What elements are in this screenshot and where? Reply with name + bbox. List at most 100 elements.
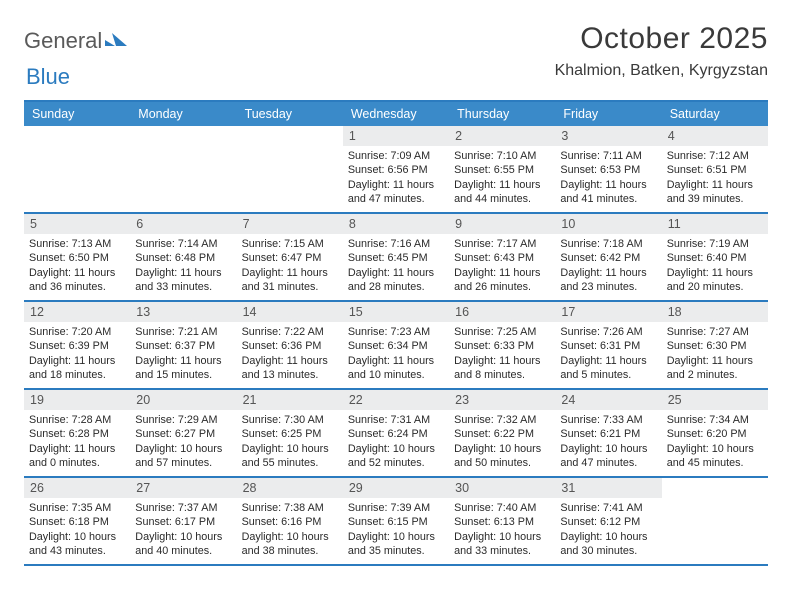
day-number: 7 [237, 214, 343, 234]
day-cell: 30Sunrise: 7:40 AMSunset: 6:13 PMDayligh… [449, 478, 555, 564]
dayname: Sunday [24, 102, 130, 126]
dayname: Friday [555, 102, 661, 126]
day-number: 15 [343, 302, 449, 322]
empty-cell [24, 126, 130, 212]
day-cell: 31Sunrise: 7:41 AMSunset: 6:12 PMDayligh… [555, 478, 661, 564]
calendar: SundayMondayTuesdayWednesdayThursdayFrid… [24, 100, 768, 566]
day-cell: 23Sunrise: 7:32 AMSunset: 6:22 PMDayligh… [449, 390, 555, 476]
day-data: Sunrise: 7:20 AMSunset: 6:39 PMDaylight:… [24, 322, 130, 386]
day-cell: 12Sunrise: 7:20 AMSunset: 6:39 PMDayligh… [24, 302, 130, 388]
day-number: 6 [130, 214, 236, 234]
day-data: Sunrise: 7:18 AMSunset: 6:42 PMDaylight:… [555, 234, 661, 298]
day-cell: 10Sunrise: 7:18 AMSunset: 6:42 PMDayligh… [555, 214, 661, 300]
day-data: Sunrise: 7:28 AMSunset: 6:28 PMDaylight:… [24, 410, 130, 474]
day-data: Sunrise: 7:25 AMSunset: 6:33 PMDaylight:… [449, 322, 555, 386]
day-number: 22 [343, 390, 449, 410]
day-data: Sunrise: 7:33 AMSunset: 6:21 PMDaylight:… [555, 410, 661, 474]
day-data: Sunrise: 7:16 AMSunset: 6:45 PMDaylight:… [343, 234, 449, 298]
day-data: Sunrise: 7:35 AMSunset: 6:18 PMDaylight:… [24, 498, 130, 562]
day-number: 14 [237, 302, 343, 322]
week-row: 12Sunrise: 7:20 AMSunset: 6:39 PMDayligh… [24, 302, 768, 390]
day-data: Sunrise: 7:40 AMSunset: 6:13 PMDaylight:… [449, 498, 555, 562]
empty-cell [237, 126, 343, 212]
empty-cell [130, 126, 236, 212]
day-cell: 14Sunrise: 7:22 AMSunset: 6:36 PMDayligh… [237, 302, 343, 388]
day-data: Sunrise: 7:34 AMSunset: 6:20 PMDaylight:… [662, 410, 768, 474]
day-number: 17 [555, 302, 661, 322]
day-data: Sunrise: 7:41 AMSunset: 6:12 PMDaylight:… [555, 498, 661, 562]
day-number: 10 [555, 214, 661, 234]
brand-mark-icon [105, 28, 127, 54]
day-number: 26 [24, 478, 130, 498]
day-data: Sunrise: 7:32 AMSunset: 6:22 PMDaylight:… [449, 410, 555, 474]
day-cell: 3Sunrise: 7:11 AMSunset: 6:53 PMDaylight… [555, 126, 661, 212]
brand-word-2: Blue [26, 64, 70, 89]
day-number: 25 [662, 390, 768, 410]
day-cell: 4Sunrise: 7:12 AMSunset: 6:51 PMDaylight… [662, 126, 768, 212]
day-cell: 8Sunrise: 7:16 AMSunset: 6:45 PMDaylight… [343, 214, 449, 300]
day-number: 29 [343, 478, 449, 498]
day-cell: 7Sunrise: 7:15 AMSunset: 6:47 PMDaylight… [237, 214, 343, 300]
day-data: Sunrise: 7:19 AMSunset: 6:40 PMDaylight:… [662, 234, 768, 298]
day-number: 21 [237, 390, 343, 410]
day-data: Sunrise: 7:31 AMSunset: 6:24 PMDaylight:… [343, 410, 449, 474]
day-number: 9 [449, 214, 555, 234]
day-number: 4 [662, 126, 768, 146]
day-data: Sunrise: 7:14 AMSunset: 6:48 PMDaylight:… [130, 234, 236, 298]
day-cell: 27Sunrise: 7:37 AMSunset: 6:17 PMDayligh… [130, 478, 236, 564]
empty-cell [662, 478, 768, 564]
day-cell: 20Sunrise: 7:29 AMSunset: 6:27 PMDayligh… [130, 390, 236, 476]
day-cell: 6Sunrise: 7:14 AMSunset: 6:48 PMDaylight… [130, 214, 236, 300]
day-data: Sunrise: 7:21 AMSunset: 6:37 PMDaylight:… [130, 322, 236, 386]
day-number: 28 [237, 478, 343, 498]
dayname: Wednesday [343, 102, 449, 126]
day-data: Sunrise: 7:11 AMSunset: 6:53 PMDaylight:… [555, 146, 661, 210]
day-data: Sunrise: 7:23 AMSunset: 6:34 PMDaylight:… [343, 322, 449, 386]
day-number: 23 [449, 390, 555, 410]
day-data: Sunrise: 7:30 AMSunset: 6:25 PMDaylight:… [237, 410, 343, 474]
day-number: 31 [555, 478, 661, 498]
location: Khalmion, Batken, Kyrgyzstan [555, 62, 768, 80]
day-number: 13 [130, 302, 236, 322]
dayname-row: SundayMondayTuesdayWednesdayThursdayFrid… [24, 102, 768, 126]
day-cell: 22Sunrise: 7:31 AMSunset: 6:24 PMDayligh… [343, 390, 449, 476]
day-number: 20 [130, 390, 236, 410]
day-cell: 26Sunrise: 7:35 AMSunset: 6:18 PMDayligh… [24, 478, 130, 564]
dayname: Monday [130, 102, 236, 126]
day-data: Sunrise: 7:27 AMSunset: 6:30 PMDaylight:… [662, 322, 768, 386]
day-cell: 2Sunrise: 7:10 AMSunset: 6:55 PMDaylight… [449, 126, 555, 212]
day-cell: 21Sunrise: 7:30 AMSunset: 6:25 PMDayligh… [237, 390, 343, 476]
day-cell: 19Sunrise: 7:28 AMSunset: 6:28 PMDayligh… [24, 390, 130, 476]
day-data: Sunrise: 7:22 AMSunset: 6:36 PMDaylight:… [237, 322, 343, 386]
day-cell: 13Sunrise: 7:21 AMSunset: 6:37 PMDayligh… [130, 302, 236, 388]
day-data: Sunrise: 7:39 AMSunset: 6:15 PMDaylight:… [343, 498, 449, 562]
day-cell: 15Sunrise: 7:23 AMSunset: 6:34 PMDayligh… [343, 302, 449, 388]
day-number: 1 [343, 126, 449, 146]
dayname: Thursday [449, 102, 555, 126]
day-cell: 25Sunrise: 7:34 AMSunset: 6:20 PMDayligh… [662, 390, 768, 476]
week-row: 26Sunrise: 7:35 AMSunset: 6:18 PMDayligh… [24, 478, 768, 566]
day-cell: 1Sunrise: 7:09 AMSunset: 6:56 PMDaylight… [343, 126, 449, 212]
day-cell: 5Sunrise: 7:13 AMSunset: 6:50 PMDaylight… [24, 214, 130, 300]
day-cell: 24Sunrise: 7:33 AMSunset: 6:21 PMDayligh… [555, 390, 661, 476]
day-number: 5 [24, 214, 130, 234]
day-number: 11 [662, 214, 768, 234]
dayname: Saturday [662, 102, 768, 126]
day-cell: 18Sunrise: 7:27 AMSunset: 6:30 PMDayligh… [662, 302, 768, 388]
day-cell: 9Sunrise: 7:17 AMSunset: 6:43 PMDaylight… [449, 214, 555, 300]
day-data: Sunrise: 7:37 AMSunset: 6:17 PMDaylight:… [130, 498, 236, 562]
day-data: Sunrise: 7:38 AMSunset: 6:16 PMDaylight:… [237, 498, 343, 562]
day-cell: 11Sunrise: 7:19 AMSunset: 6:40 PMDayligh… [662, 214, 768, 300]
day-data: Sunrise: 7:17 AMSunset: 6:43 PMDaylight:… [449, 234, 555, 298]
brand-word-1: General [24, 28, 102, 54]
day-number: 27 [130, 478, 236, 498]
week-row: 19Sunrise: 7:28 AMSunset: 6:28 PMDayligh… [24, 390, 768, 478]
day-number: 2 [449, 126, 555, 146]
day-number: 30 [449, 478, 555, 498]
day-number: 24 [555, 390, 661, 410]
month-title: October 2025 [555, 22, 768, 56]
day-data: Sunrise: 7:29 AMSunset: 6:27 PMDaylight:… [130, 410, 236, 474]
week-row: 1Sunrise: 7:09 AMSunset: 6:56 PMDaylight… [24, 126, 768, 214]
day-number: 3 [555, 126, 661, 146]
week-row: 5Sunrise: 7:13 AMSunset: 6:50 PMDaylight… [24, 214, 768, 302]
